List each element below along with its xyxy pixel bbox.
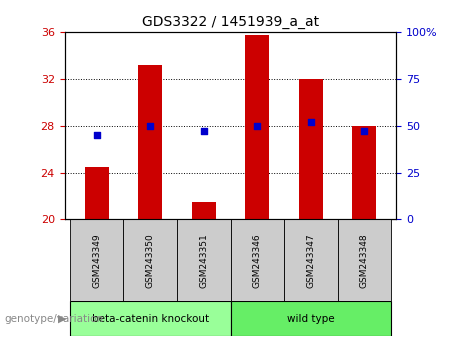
Point <box>254 123 261 129</box>
Bar <box>192 202 216 219</box>
Bar <box>230 301 391 336</box>
Bar <box>337 219 391 301</box>
Bar <box>230 219 284 301</box>
Bar <box>85 167 109 219</box>
Point <box>147 123 154 129</box>
Bar <box>299 79 323 219</box>
Text: beta-catenin knockout: beta-catenin knockout <box>92 314 209 324</box>
Bar <box>70 301 230 336</box>
Text: wild type: wild type <box>287 314 335 324</box>
Point <box>361 129 368 134</box>
Bar <box>138 65 162 219</box>
Text: GSM243349: GSM243349 <box>92 233 101 287</box>
Text: genotype/variation: genotype/variation <box>5 314 104 324</box>
Bar <box>284 219 337 301</box>
Text: GSM243347: GSM243347 <box>306 233 315 287</box>
Text: ▶: ▶ <box>58 314 66 324</box>
Text: GSM243346: GSM243346 <box>253 233 262 287</box>
Text: GSM243350: GSM243350 <box>146 233 155 287</box>
Bar <box>124 219 177 301</box>
Text: GSM243351: GSM243351 <box>199 233 208 287</box>
Point <box>93 132 100 138</box>
Bar <box>352 126 376 219</box>
Bar <box>245 35 269 219</box>
Point <box>307 119 314 125</box>
Bar <box>70 219 124 301</box>
Bar <box>177 219 230 301</box>
Point <box>200 129 207 134</box>
Title: GDS3322 / 1451939_a_at: GDS3322 / 1451939_a_at <box>142 16 319 29</box>
Text: GSM243348: GSM243348 <box>360 233 369 287</box>
